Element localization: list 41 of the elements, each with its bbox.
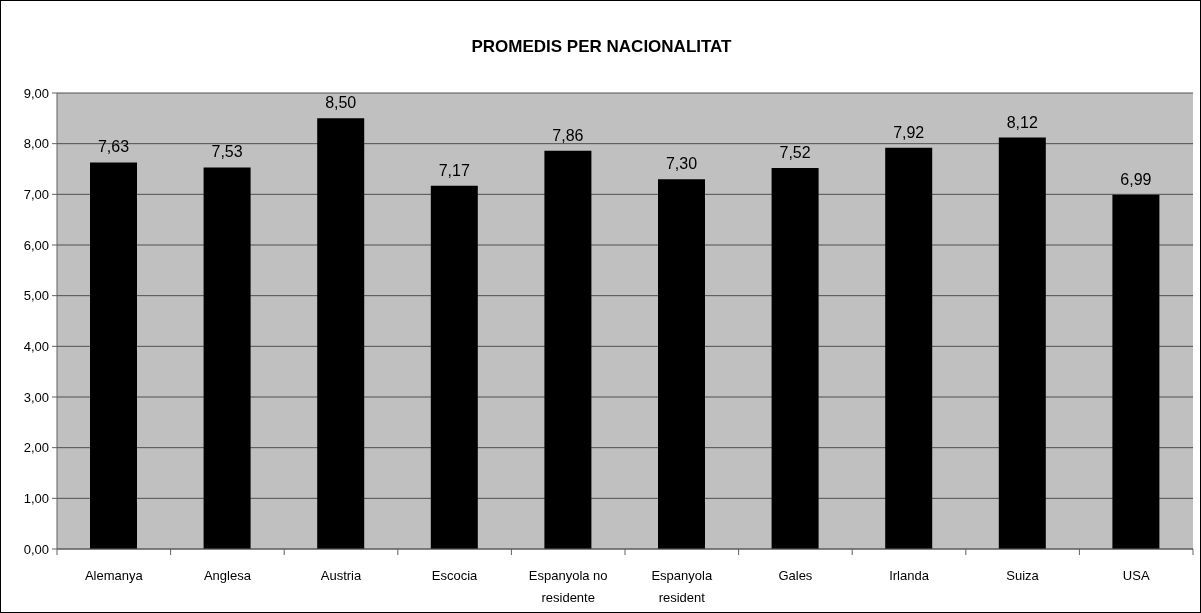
bar [658,179,705,549]
data-label: 7,86 [552,126,584,144]
y-tick-label: 3,00 [23,389,49,405]
y-tick-label: 7,00 [23,186,49,202]
bar [317,118,365,549]
bar [1112,194,1160,549]
y-tick-label: 0,00 [23,541,49,557]
bar [771,167,819,549]
x-tick-label: Espanyola no residente [528,568,608,605]
data-label: 8,50 [325,94,357,112]
bar [90,162,137,549]
x-tick-label: Gales [778,568,813,583]
data-label: 7,30 [665,155,698,173]
bar [998,137,1046,549]
x-tick-label: Irlanda [889,568,930,583]
y-tick-label: 9,00 [23,85,49,101]
chart-title: PROMEDIS PER NACIONALITAT [470,37,733,57]
x-tick-label: USA [1122,568,1150,583]
data-label: 8,12 [1006,113,1038,131]
x-tick-label: Espanyola resident [651,568,713,605]
bar [885,147,933,549]
x-tick-label: Austria [320,568,362,583]
data-label: 7,53 [211,143,243,161]
x-tick-label: Escocia [431,568,479,583]
x-tick-label: Anglesa [203,568,252,583]
data-label: 7,63 [97,138,130,156]
y-tick-label: 8,00 [23,136,49,152]
bar [430,185,478,549]
bar [203,167,251,549]
y-tick-label: 2,00 [23,440,49,456]
y-tick-label: 6,00 [23,237,49,253]
y-tick-label: 5,00 [23,288,49,304]
data-label: 7,52 [779,143,811,161]
y-tick-label: 1,00 [23,490,49,506]
data-label: 6,99 [1120,170,1152,188]
data-label: 7,92 [893,123,925,141]
bar [544,150,592,549]
data-label: 7,17 [438,161,470,179]
x-tick-label: Alemanya [84,568,144,583]
x-tick-label: Suiza [1006,568,1040,583]
y-tick-label: 4,00 [23,338,49,354]
